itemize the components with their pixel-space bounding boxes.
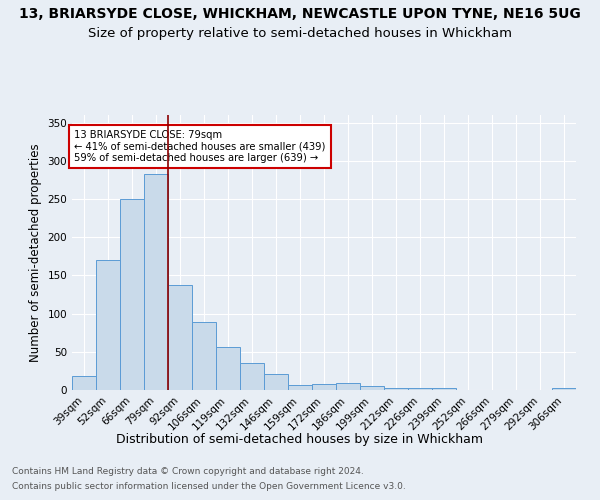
Text: 13 BRIARSYDE CLOSE: 79sqm
← 41% of semi-detached houses are smaller (439)
59% of: 13 BRIARSYDE CLOSE: 79sqm ← 41% of semi-… [74, 130, 326, 164]
Text: Contains HM Land Registry data © Crown copyright and database right 2024.: Contains HM Land Registry data © Crown c… [12, 467, 364, 476]
Bar [360, 386, 384, 390]
Bar [96, 260, 120, 390]
Bar [264, 374, 288, 390]
Y-axis label: Number of semi-detached properties: Number of semi-detached properties [29, 143, 42, 362]
Bar [240, 364, 264, 390]
Bar [384, 388, 408, 390]
Bar [408, 388, 432, 390]
Bar [288, 384, 312, 390]
Bar [336, 383, 360, 390]
Text: 13, BRIARSYDE CLOSE, WHICKHAM, NEWCASTLE UPON TYNE, NE16 5UG: 13, BRIARSYDE CLOSE, WHICKHAM, NEWCASTLE… [19, 8, 581, 22]
Bar [72, 376, 96, 390]
Bar [312, 384, 336, 390]
Bar [216, 347, 240, 390]
Bar [552, 388, 576, 390]
Text: Distribution of semi-detached houses by size in Whickham: Distribution of semi-detached houses by … [116, 432, 484, 446]
Bar [144, 174, 168, 390]
Bar [120, 199, 144, 390]
Bar [192, 322, 216, 390]
Bar [168, 286, 192, 390]
Text: Size of property relative to semi-detached houses in Whickham: Size of property relative to semi-detach… [88, 28, 512, 40]
Text: Contains public sector information licensed under the Open Government Licence v3: Contains public sector information licen… [12, 482, 406, 491]
Bar [432, 388, 456, 390]
